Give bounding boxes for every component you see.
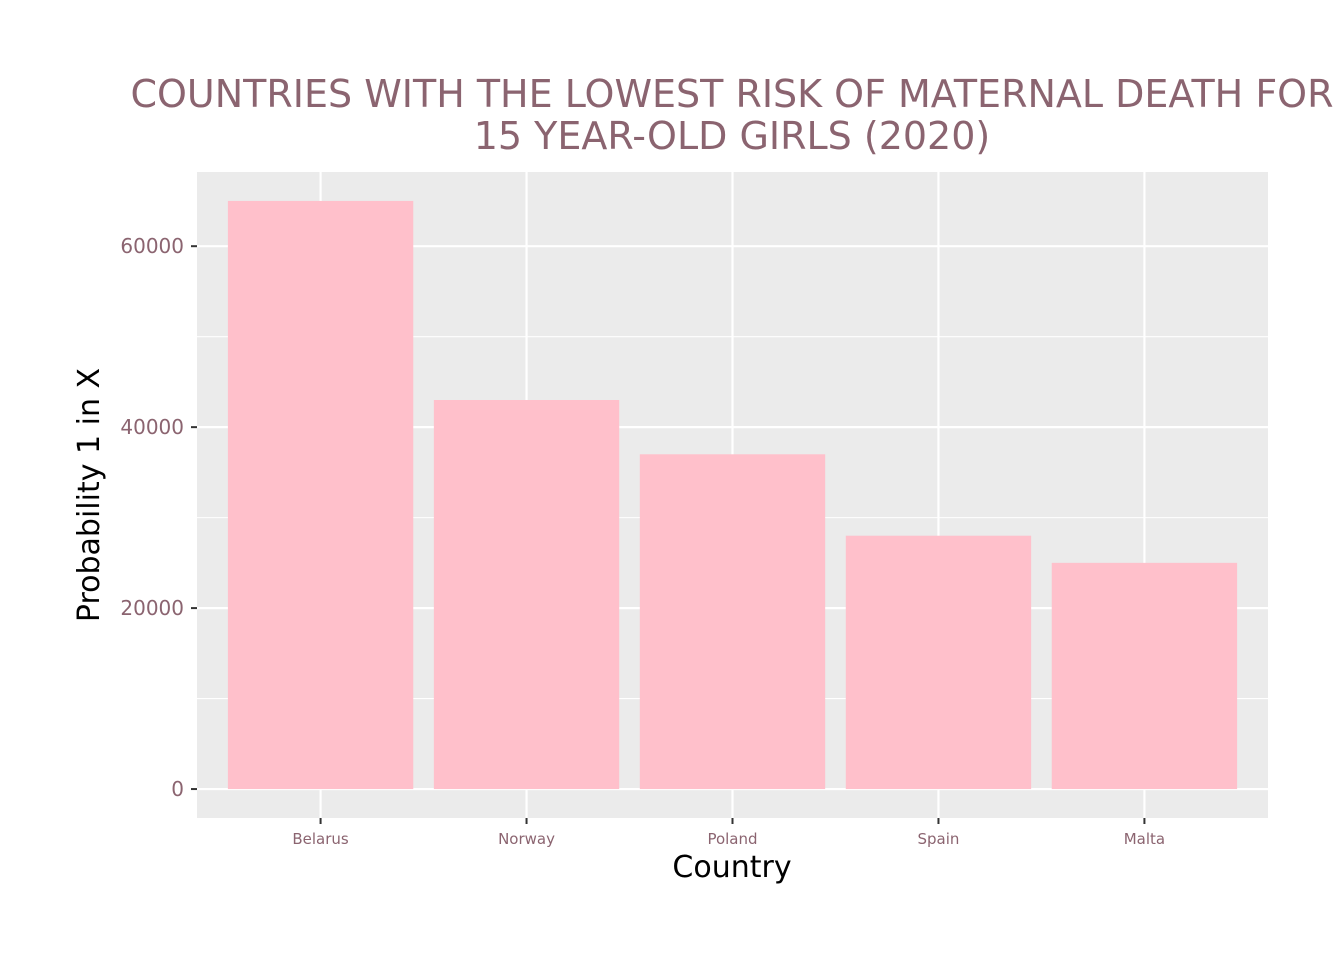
x-tick-label: Belarus [292,830,349,848]
y-axis: 0 20000 40000 60000 [120,234,197,801]
x-tick-label: Poland [707,830,757,848]
x-tick-label: Norway [498,830,555,848]
y-tick-label: 40000 [120,415,184,439]
bar-malta [1051,562,1238,790]
y-axis-title: Probability 1 in X [72,368,107,622]
chart-title-line-1: COUNTRIES WITH THE LOWEST RISK OF MATERN… [130,72,1333,116]
chart-title-line-2: 15 YEAR-OLD GIRLS (2020) [474,114,991,158]
bar-norway [433,400,620,790]
bars [227,200,1238,790]
y-tick-label: 0 [171,777,184,801]
x-tick-label: Malta [1124,830,1165,848]
bar-poland [639,454,826,790]
bar-belarus [227,200,414,790]
y-tick-label: 60000 [120,234,184,258]
bar-spain [845,535,1032,790]
x-axis: Belarus Norway Poland Spain Malta [292,818,1165,848]
x-tick-label: Spain [918,830,960,848]
y-tick-label: 20000 [120,596,184,620]
x-axis-title: Country [672,850,791,885]
